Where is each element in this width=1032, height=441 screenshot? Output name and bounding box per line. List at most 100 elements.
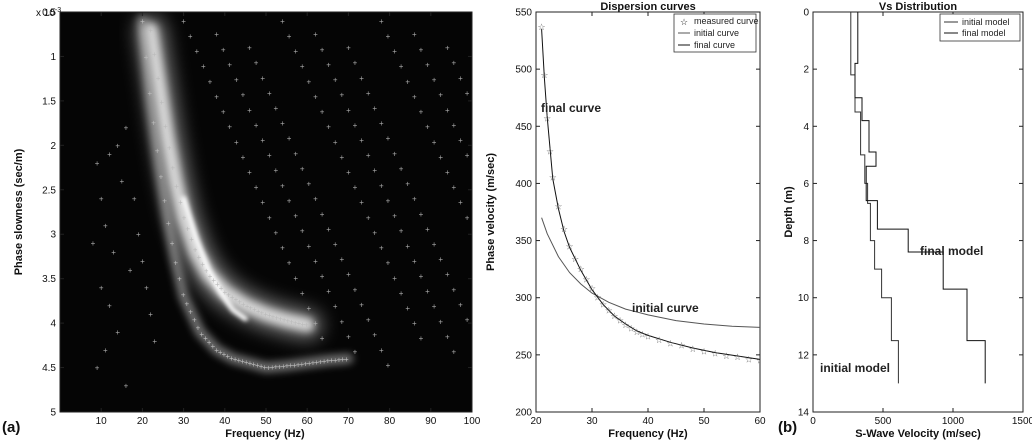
pick-mark: + xyxy=(115,328,120,337)
pick-mark: + xyxy=(452,348,457,357)
pick-mark: + xyxy=(282,316,287,325)
pick-mark: + xyxy=(260,308,265,317)
pick-mark: + xyxy=(271,312,276,321)
pick-mark: + xyxy=(445,332,450,341)
pick-mark: + xyxy=(260,74,265,83)
pick-mark: + xyxy=(221,108,226,117)
measured-point: ☆ xyxy=(566,241,574,251)
spectrum-background xyxy=(60,12,472,412)
y-tick-label: 1 xyxy=(50,52,56,63)
pick-mark: + xyxy=(445,44,450,53)
pick-mark: + xyxy=(211,276,216,285)
pick-mark: + xyxy=(366,89,371,98)
pick-mark: + xyxy=(465,151,470,160)
pick-mark: + xyxy=(214,30,219,39)
pick-mark: + xyxy=(366,151,371,160)
pick-mark: + xyxy=(159,172,164,181)
pick-mark: + xyxy=(260,198,265,207)
pick-mark: + xyxy=(278,315,283,324)
pick-mark: + xyxy=(288,361,293,370)
pick-mark: + xyxy=(140,17,145,26)
pick-mark: + xyxy=(287,32,292,41)
pick-mark: + xyxy=(307,77,312,86)
measured-point: ☆ xyxy=(582,274,590,284)
pick-mark: + xyxy=(314,358,319,367)
legend-measured: measured curve xyxy=(694,16,759,26)
pick-mark: + xyxy=(280,119,285,128)
y-tick-label: 350 xyxy=(515,236,532,247)
pick-mark: + xyxy=(218,348,223,357)
pick-mark: + xyxy=(372,228,377,237)
pick-mark: + xyxy=(405,242,410,251)
pick-mark: + xyxy=(107,301,112,310)
pick-mark: + xyxy=(247,44,252,53)
measured-point: ☆ xyxy=(756,356,764,366)
y-tick-label: 12 xyxy=(798,350,810,361)
pick-mark: + xyxy=(103,346,108,355)
pick-mark: + xyxy=(201,62,206,71)
x-tick-label: 10 xyxy=(96,416,108,427)
measured-point: ☆ xyxy=(745,354,753,364)
pick-mark: + xyxy=(313,319,318,328)
pick-mark: + xyxy=(320,108,325,117)
pick-mark: + xyxy=(280,181,285,190)
pick-mark: + xyxy=(399,227,404,236)
pick-mark: + xyxy=(267,151,272,160)
pick-mark: + xyxy=(320,272,325,281)
x-tick-label: 30 xyxy=(178,416,190,427)
pick-mark: + xyxy=(245,302,250,311)
legend-dispersion: ☆ measured curve initial curve final cur… xyxy=(673,13,759,53)
pick-mark: + xyxy=(263,310,268,319)
pick-mark: + xyxy=(124,381,129,390)
series-measured-curve: ☆☆☆☆☆☆☆☆☆☆☆☆☆☆☆☆☆☆☆☆☆☆ ☆ ☆ ☆ ☆ ☆ ☆ ☆ ☆ ☆ ☆ xyxy=(538,22,764,366)
pick-mark: + xyxy=(325,356,330,365)
panel-label-b: (b) xyxy=(778,419,797,436)
pick-mark: + xyxy=(452,285,457,294)
pick-mark: + xyxy=(419,108,424,117)
annotation-final-model: final model xyxy=(920,244,983,258)
pick-mark: + xyxy=(248,304,253,313)
pick-mark: + xyxy=(386,361,391,370)
pick-mark: + xyxy=(458,136,463,145)
pick-mark: + xyxy=(386,32,391,41)
pick-mark: + xyxy=(339,317,344,326)
pick-mark: + xyxy=(174,182,179,191)
pick-mark: + xyxy=(185,224,190,233)
pick-mark: + xyxy=(438,255,443,264)
y-tick-label: 250 xyxy=(515,350,532,361)
series-final-curve xyxy=(541,29,760,360)
pick-mark: + xyxy=(322,357,327,366)
pick-mark: + xyxy=(226,290,231,299)
measured-point: ☆ xyxy=(605,305,613,315)
pick-mark: + xyxy=(372,104,377,113)
pick-mark: + xyxy=(215,280,220,289)
pick-mark: + xyxy=(359,198,364,207)
measured-point: ☆ xyxy=(734,352,742,362)
x-tick-label: 1500 xyxy=(1012,416,1032,427)
y-tick-label: 550 xyxy=(515,8,532,19)
pick-mark: + xyxy=(379,346,384,355)
pick-mark: + xyxy=(318,357,323,366)
pick-mark: + xyxy=(259,362,264,371)
pick-mark: + xyxy=(366,213,371,222)
pick-mark: + xyxy=(237,298,242,307)
pick-mark: + xyxy=(151,119,156,128)
pick-mark: + xyxy=(346,332,351,341)
pick-mark: + xyxy=(274,104,279,113)
pick-mark: + xyxy=(152,50,157,59)
pick-mark: + xyxy=(353,348,358,357)
pick-mark: + xyxy=(233,355,238,364)
pick-mark: + xyxy=(192,316,197,325)
pick-mark: + xyxy=(178,198,183,207)
pick-mark: + xyxy=(171,164,176,173)
y-tick-label: 1.5 xyxy=(42,96,56,107)
pick-mark: + xyxy=(225,352,230,361)
pick-mark: + xyxy=(353,59,358,68)
measured-point: ☆ xyxy=(543,113,551,123)
series-final-model xyxy=(854,12,986,384)
pick-mark: + xyxy=(359,74,364,83)
pick-mark: + xyxy=(300,164,305,173)
pick-mark: + xyxy=(241,300,246,309)
pick-mark: + xyxy=(152,337,157,346)
pick-mark: + xyxy=(248,359,253,368)
